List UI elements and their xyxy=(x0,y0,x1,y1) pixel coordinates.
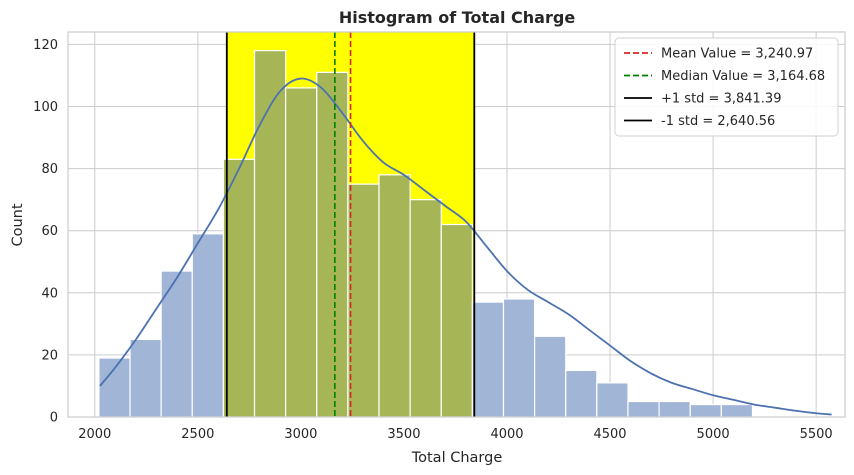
histogram-bar xyxy=(347,183,380,418)
x-tick-label: 2500 xyxy=(181,427,214,442)
legend-box xyxy=(614,37,839,137)
histogram-bar xyxy=(160,270,193,418)
x-tick-label: 3000 xyxy=(284,427,317,442)
x-axis-label: Total Charge xyxy=(411,450,503,466)
histogram-bar xyxy=(689,403,722,418)
y-ticks: 0 20 40 60 80 100 120 xyxy=(33,38,58,426)
histogram-bar xyxy=(378,174,411,418)
kde-curve-layer xyxy=(99,77,832,416)
reference-lines xyxy=(225,32,476,417)
x-tick-label: 3500 xyxy=(387,427,420,442)
y-axis-label: Count xyxy=(10,203,26,246)
histogram-bar xyxy=(191,233,224,418)
histogram-bar xyxy=(129,338,162,418)
x-tick-label: 4000 xyxy=(490,427,523,442)
x-tick-label: 5500 xyxy=(800,427,833,442)
histogram-bar xyxy=(471,301,505,418)
y-tick-label: 60 xyxy=(41,224,58,239)
histogram-bar xyxy=(627,400,660,418)
legend-entry-label: Median Value = 3,164.68 xyxy=(661,69,825,84)
legend-entry-label: -1 std = 2,640.56 xyxy=(661,114,775,129)
legend: Mean Value = 3,240.97 Median Value = 3,16… xyxy=(614,37,839,137)
y-tick-label: 100 xyxy=(33,100,58,115)
x-tick-label: 4500 xyxy=(593,427,626,442)
histogram-bar xyxy=(440,223,473,418)
histogram-bars xyxy=(98,50,754,418)
x-tick-label: 2000 xyxy=(78,427,111,442)
legend-entry-label: +1 std = 3,841.39 xyxy=(661,92,781,107)
histogram-bar xyxy=(720,403,754,418)
histogram-bar xyxy=(316,71,349,418)
histogram-bar xyxy=(222,158,256,418)
legend-entry-label: Mean Value = 3,240.97 xyxy=(661,47,813,62)
histogram-bar xyxy=(596,382,629,418)
histogram-bar xyxy=(502,298,536,418)
kde-curve xyxy=(99,77,832,416)
histogram-bar xyxy=(658,400,691,418)
y-tick-label: 120 xyxy=(33,38,58,53)
histogram-bar xyxy=(98,357,131,418)
chart-title: Histogram of Total Charge xyxy=(339,8,576,27)
histogram-bar xyxy=(409,199,442,418)
x-ticks: 2000 2500 3000 3500 4000 4500 5000 5500 xyxy=(78,427,832,442)
y-tick-label: 40 xyxy=(41,286,58,301)
x-tick-label: 5000 xyxy=(697,427,730,442)
y-tick-label: 20 xyxy=(41,348,58,363)
histogram-bar xyxy=(565,369,598,418)
histogram-bar xyxy=(534,335,567,418)
plot-frame xyxy=(67,31,846,418)
y-tick-label: 80 xyxy=(41,162,58,177)
y-tick-label: 0 xyxy=(50,411,58,426)
histogram-bar xyxy=(285,87,318,418)
